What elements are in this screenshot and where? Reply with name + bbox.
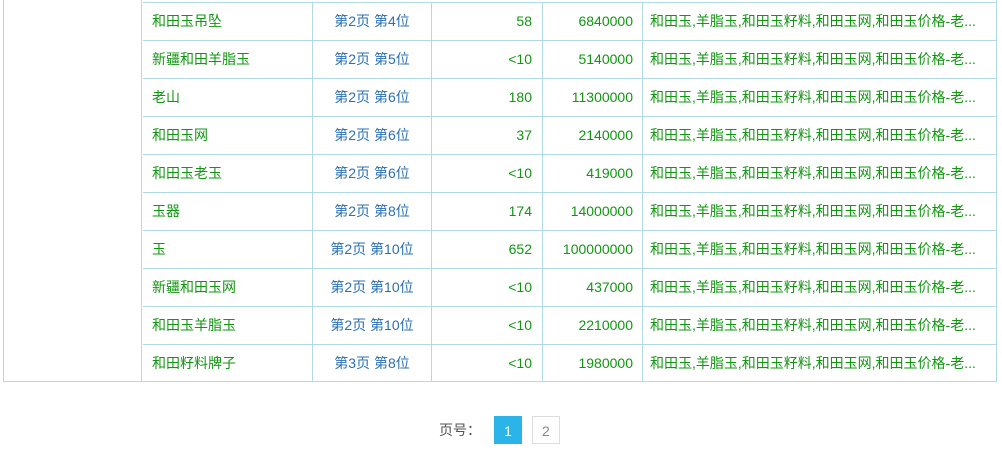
table-row: 和田籽料牌子 第3页 第8位 <10 1980000 和田玉,羊脂玉,和田玉籽料… — [143, 344, 996, 381]
index-cell: <10 — [432, 155, 543, 192]
index-cell: 180 — [432, 79, 543, 116]
pagination-label: 页号： — [439, 422, 482, 438]
page-number-button[interactable]: 1 — [494, 416, 523, 444]
keyword-cell: 和田玉网 — [143, 117, 313, 154]
rank-position-link[interactable]: 第3页 第8位 — [313, 345, 432, 381]
page-title-cell: 和田玉,羊脂玉,和田玉籽料,和田玉网,和田玉价格-老... — [650, 51, 976, 67]
table-row: 老山 第2页 第6位 180 11300000 和田玉,羊脂玉,和田玉籽料,和田… — [143, 78, 996, 116]
rank-position-link[interactable]: 第2页 第8位 — [313, 193, 432, 230]
table-row: 和田玉吊坠 第2页 第4位 58 6840000 和田玉,羊脂玉,和田玉籽料,和… — [143, 2, 996, 40]
index-cell: 174 — [432, 193, 543, 230]
page-title-cell: 和田玉,羊脂玉,和田玉籽料,和田玉网,和田玉价格-老... — [650, 165, 976, 181]
rank-position-link[interactable]: 第2页 第10位 — [313, 269, 432, 306]
index-cell: <10 — [432, 345, 543, 381]
table-row: 和田玉网 第2页 第6位 37 2140000 和田玉,羊脂玉,和田玉籽料,和田… — [143, 116, 996, 154]
page-title-cell: 和田玉,羊脂玉,和田玉籽料,和田玉网,和田玉价格-老... — [650, 279, 976, 295]
table-rows: 和田玉吊坠 第2页 第4位 58 6840000 和田玉,羊脂玉,和田玉籽料,和… — [143, 0, 996, 381]
page-title-cell: 和田玉,羊脂玉,和田玉籽料,和田玉网,和田玉价格-老... — [650, 89, 976, 105]
results-count-cell: 1980000 — [543, 345, 643, 381]
table-row: 新疆和田羊脂玉 第2页 第5位 <10 5140000 和田玉,羊脂玉,和田玉籽… — [143, 40, 996, 78]
page-title-cell: 和田玉,羊脂玉,和田玉籽料,和田玉网,和田玉价格-老... — [650, 13, 976, 29]
results-count-cell: 6840000 — [543, 3, 643, 40]
results-count-cell: 2140000 — [543, 117, 643, 154]
rank-position-link[interactable]: 第2页 第6位 — [313, 155, 432, 192]
keyword-cell: 老山 — [143, 79, 313, 116]
results-count-cell: 100000000 — [543, 231, 643, 268]
rank-position-link[interactable]: 第2页 第4位 — [313, 3, 432, 40]
results-count-cell: 2210000 — [543, 307, 643, 344]
rank-position-link[interactable]: 第2页 第10位 — [313, 307, 432, 344]
page-title-cell: 和田玉,羊脂玉,和田玉籽料,和田玉网,和田玉价格-老... — [650, 317, 976, 333]
pagination-pages: 1 2 — [491, 416, 563, 444]
keyword-cell: 玉器 — [143, 193, 313, 230]
page-title-cell: 和田玉,羊脂玉,和田玉籽料,和田玉网,和田玉价格-老... — [650, 355, 976, 371]
rank-position-link[interactable]: 第2页 第6位 — [313, 79, 432, 116]
page-title-cell: 和田玉,羊脂玉,和田玉籽料,和田玉网,和田玉价格-老... — [650, 203, 976, 219]
table-row: 和田玉羊脂玉 第2页 第10位 <10 2210000 和田玉,羊脂玉,和田玉籽… — [143, 306, 996, 344]
results-count-cell: 11300000 — [543, 79, 643, 116]
table-row: 新疆和田玉网 第2页 第10位 <10 437000 和田玉,羊脂玉,和田玉籽料… — [143, 268, 996, 306]
pagination: 页号： 1 2 — [0, 416, 1002, 444]
table-row: 和田玉老玉 第2页 第6位 <10 419000 和田玉,羊脂玉,和田玉籽料,和… — [143, 154, 996, 192]
keyword-cell: 新疆和田玉网 — [143, 269, 313, 306]
table-row: 玉 第2页 第10位 652 100000000 和田玉,羊脂玉,和田玉籽料,和… — [143, 230, 996, 268]
results-count-cell: 419000 — [543, 155, 643, 192]
rowspan-empty-cell — [4, 0, 142, 381]
page-title-cell: 和田玉,羊脂玉,和田玉籽料,和田玉网,和田玉价格-老... — [650, 241, 976, 257]
rank-position-link[interactable]: 第2页 第6位 — [313, 117, 432, 154]
keyword-cell: 和田籽料牌子 — [143, 345, 313, 381]
index-cell: 37 — [432, 117, 543, 154]
index-cell: <10 — [432, 269, 543, 306]
results-count-cell: 437000 — [543, 269, 643, 306]
index-cell: <10 — [432, 41, 543, 78]
rank-position-link[interactable]: 第2页 第5位 — [313, 41, 432, 78]
keyword-cell: 和田玉羊脂玉 — [143, 307, 313, 344]
results-count-cell: 5140000 — [543, 41, 643, 78]
index-cell: 652 — [432, 231, 543, 268]
table-row: 玉器 第2页 第8位 174 14000000 和田玉,羊脂玉,和田玉籽料,和田… — [143, 192, 996, 230]
page-title-cell: 和田玉,羊脂玉,和田玉籽料,和田玉网,和田玉价格-老... — [650, 127, 976, 143]
keyword-cell: 和田玉老玉 — [143, 155, 313, 192]
keyword-rank-table: 和田玉吊坠 第2页 第4位 58 6840000 和田玉,羊脂玉,和田玉籽料,和… — [3, 0, 997, 382]
results-count-cell: 14000000 — [543, 193, 643, 230]
keyword-cell: 新疆和田羊脂玉 — [143, 41, 313, 78]
page-number-button[interactable]: 2 — [531, 416, 560, 444]
index-cell: <10 — [432, 307, 543, 344]
rank-position-link[interactable]: 第2页 第10位 — [313, 231, 432, 268]
keyword-cell: 玉 — [143, 231, 313, 268]
keyword-cell: 和田玉吊坠 — [143, 3, 313, 40]
index-cell: 58 — [432, 3, 543, 40]
